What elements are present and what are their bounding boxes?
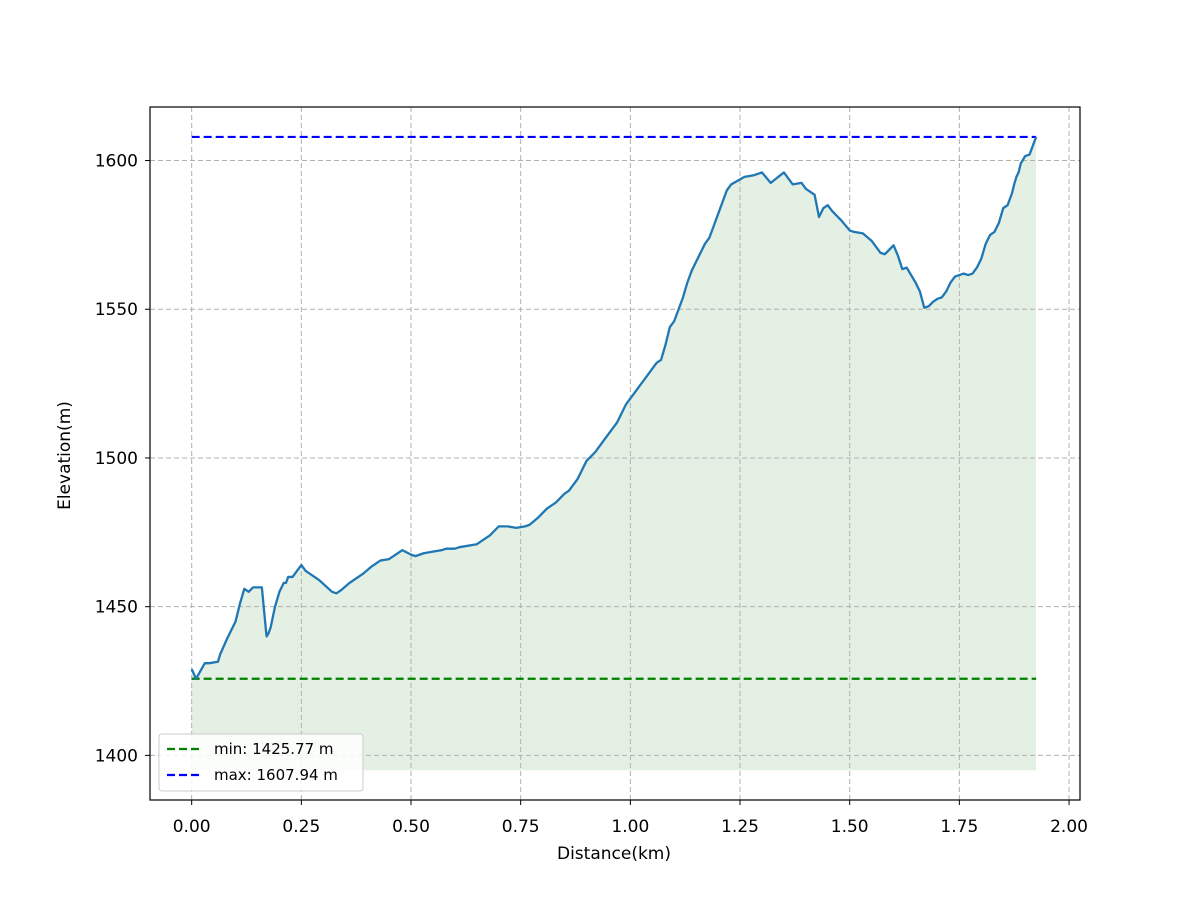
- legend-box: [158, 733, 364, 792]
- y-tick-label: 1450: [95, 598, 138, 618]
- x-tick-label: 0.75: [502, 817, 540, 837]
- elevation-area-fill: [191, 136, 1037, 771]
- x-tick-label: 0.25: [282, 817, 320, 837]
- series-layer: [190, 135, 1038, 680]
- legend: min: 1425.77 m max: 1607.94 m: [158, 733, 364, 792]
- y-tick-label: 1400: [95, 746, 138, 766]
- x-tick-label: 1.25: [721, 817, 759, 837]
- y-tick-label: 1550: [95, 300, 138, 320]
- area-fill-layer: [191, 136, 1037, 771]
- x-tick-label: 1.75: [940, 817, 978, 837]
- y-tick-label: 1500: [95, 449, 138, 469]
- elevation-line: [190, 136, 1038, 680]
- axes-layer: 0.00 0.25 0.50 0.75 1.00 1.25 1.50 1.75 2.00 1400…: [55, 106, 1088, 864]
- x-tick-label: 0.50: [392, 817, 430, 837]
- x-tick-label: 1.00: [611, 817, 649, 837]
- x-tick-label: 0.00: [173, 817, 211, 837]
- x-tick-label: 2.00: [1050, 817, 1088, 837]
- legend-label: max: 1607.94 m: [214, 766, 338, 784]
- x-tick-label: 1.50: [831, 817, 869, 837]
- x-axis-label: Distance(km): [557, 844, 671, 864]
- y-tick-label: 1600: [95, 152, 138, 172]
- grid-layer: [150, 107, 1080, 800]
- plot-frame: [149, 106, 1081, 801]
- legend-label: min: 1425.77 m: [214, 740, 334, 758]
- y-axis-label: Elevation(m): [55, 401, 75, 510]
